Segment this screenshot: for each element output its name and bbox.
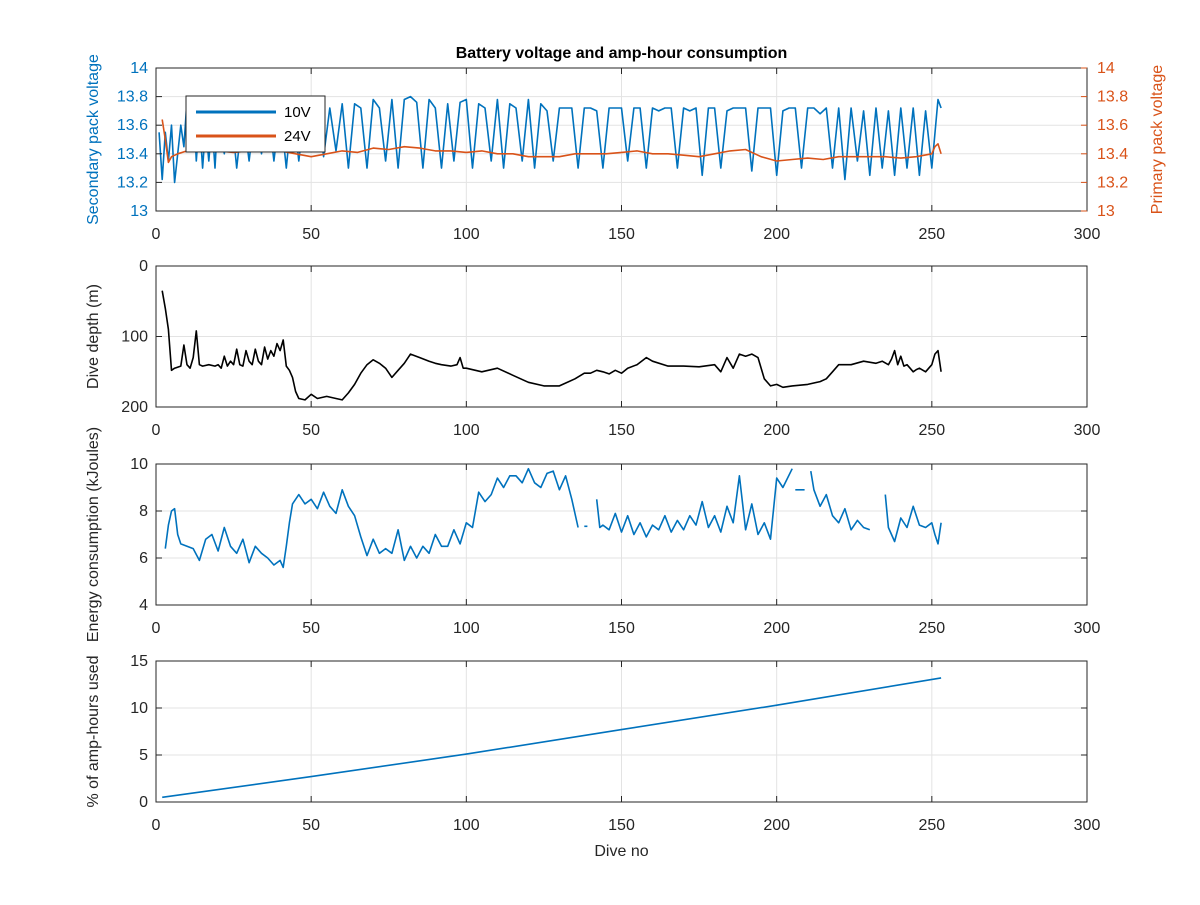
y-right-tick-label: 13 — [1097, 203, 1115, 220]
x-tick-label: 50 — [302, 620, 320, 637]
y-tick-label: 13.6 — [117, 117, 148, 134]
y-right-tick-label: 13.2 — [1097, 174, 1128, 191]
x-tick-label: 300 — [1074, 817, 1101, 834]
subplot-3: 0 50 100 150 200 250 300 4 6 8 10 Energy consumptio… — [85, 427, 1100, 642]
legend-label-10v: 10V — [284, 104, 311, 121]
y-tick-label: 10 — [130, 700, 148, 717]
x-tick-label: 100 — [453, 817, 480, 834]
y-right-tick-label: 13.6 — [1097, 117, 1128, 134]
y-tick-label: 14 — [130, 60, 148, 77]
y-tick-label: 5 — [139, 747, 148, 764]
subplot-1: 0 50 100 150 200 250 300 13 13.2 13.4 13.6 13.8 14 13… — [85, 54, 1166, 243]
x-tick-label: 150 — [608, 620, 635, 637]
x-tick-label: 200 — [763, 620, 790, 637]
y-tick-label: 200 — [121, 399, 148, 416]
series-line-p2-s0 — [161, 290, 942, 401]
y-axis-label: Dive depth (m) — [85, 284, 102, 389]
x-tick-label: 250 — [918, 817, 945, 834]
y-axis-label: Energy consumption (kJoules) — [85, 427, 102, 642]
x-tick-label: 50 — [302, 817, 320, 834]
x-tick-label: 200 — [763, 817, 790, 834]
x-tick-label: 100 — [453, 422, 480, 439]
x-tick-label: 250 — [918, 620, 945, 637]
x-tick-label: 250 — [918, 422, 945, 439]
y-tick-label: 6 — [139, 550, 148, 567]
x-tick-label: 0 — [152, 817, 161, 834]
x-tick-label: 150 — [608, 422, 635, 439]
x-tick-label: 0 — [152, 422, 161, 439]
y-right-tick-label: 14 — [1097, 60, 1115, 77]
y-axis-label: Secondary pack voltage — [85, 54, 102, 225]
y-tick-label: 15 — [130, 653, 148, 670]
series-line-p3-s0-seg0 — [164, 467, 579, 569]
y-tick-label: 4 — [139, 597, 148, 614]
y-tick-label: 13.2 — [117, 174, 148, 191]
x-tick-label: 300 — [1074, 422, 1101, 439]
y-tick-label: 0 — [139, 258, 148, 275]
x-tick-label: 150 — [608, 226, 635, 243]
y-tick-label: 100 — [121, 329, 148, 346]
x-tick-label: 100 — [453, 620, 480, 637]
series-line-p3-s0-seg2 — [595, 468, 793, 541]
subplot-4: 0 50 100 150 200 250 300 0 5 10 15 % of amp-hours u… — [85, 653, 1100, 834]
x-tick-label: 300 — [1074, 620, 1101, 637]
y-right-tick-label: 13.8 — [1097, 89, 1128, 106]
x-tick-label: 200 — [763, 226, 790, 243]
y-right-tick-label: 13.4 — [1097, 146, 1128, 163]
x-tick-label: 150 — [608, 817, 635, 834]
x-tick-label: 50 — [302, 422, 320, 439]
x-tick-label: 300 — [1074, 226, 1101, 243]
y-axis-label: % of amp-hours used — [85, 655, 102, 807]
x-tick-label: 100 — [453, 226, 480, 243]
x-tick-label: 0 — [152, 620, 161, 637]
chart-title: Battery voltage and amp-hour consumption — [456, 45, 788, 62]
y-tick-label: 10 — [130, 456, 148, 473]
series-line-p3-s0-seg4 — [810, 470, 871, 531]
x-tick-label: 200 — [763, 422, 790, 439]
x-tick-label: 0 — [152, 226, 161, 243]
series-line-p4-s0 — [162, 677, 942, 799]
y-tick-label: 13 — [130, 203, 148, 220]
series-line-p3-s0-seg5 — [884, 494, 942, 545]
x-tick-label: 250 — [918, 226, 945, 243]
x-tick-label: 50 — [302, 226, 320, 243]
subplot-2: 0 50 100 150 200 250 300 0 100 200 Dive depth (m) — [85, 258, 1100, 439]
legend-label-24v: 24V — [284, 128, 311, 145]
legend-box — [185, 95, 326, 153]
y-tick-label: 8 — [139, 503, 148, 520]
y-axis-right-label: Primary pack voltage — [1149, 65, 1166, 214]
y-tick-label: 13.8 — [117, 89, 148, 106]
y-tick-label: 0 — [139, 794, 148, 811]
x-axis-label: Dive no — [594, 843, 648, 860]
y-tick-label: 13.4 — [117, 146, 148, 163]
